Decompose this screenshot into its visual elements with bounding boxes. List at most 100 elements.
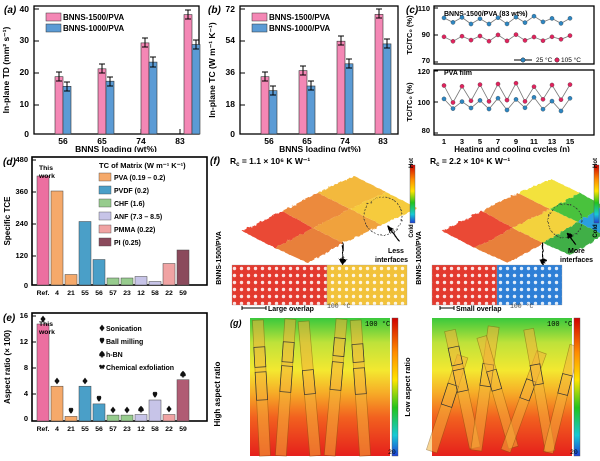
svg-text:Chemical exfoliation: Chemical exfoliation [106, 365, 174, 372]
svg-text:56: 56 [95, 290, 103, 297]
svg-text:In-plane TD (mm² s⁻¹): In-plane TD (mm² s⁻¹) [2, 27, 11, 114]
svg-text:23: 23 [123, 290, 131, 297]
svg-text:57: 57 [109, 426, 117, 433]
svg-text:83: 83 [175, 136, 185, 146]
svg-text:0: 0 [24, 129, 29, 139]
svg-text:TC/TC₀ (%): TC/TC₀ (%) [405, 15, 414, 55]
svg-text:8: 8 [24, 363, 28, 372]
svg-text:100 °C: 100 °C [510, 302, 534, 310]
svg-text:100 °C: 100 °C [365, 320, 390, 329]
svg-text:TC of Matrix (W m⁻¹ K⁻¹): TC of Matrix (W m⁻¹ K⁻¹) [99, 161, 186, 170]
svg-text:Ref.: Ref. [37, 290, 50, 297]
svg-text:36: 36 [226, 67, 236, 77]
svg-text:BNNS-1500/PVA: BNNS-1500/PVA [216, 231, 223, 285]
svg-text:55: 55 [81, 426, 89, 433]
svg-text:(b): (b) [208, 5, 221, 16]
svg-text:25 °C: 25 °C [536, 56, 553, 64]
svg-text:CHF (1.6): CHF (1.6) [114, 201, 145, 208]
svg-text:58: 58 [151, 426, 159, 433]
svg-text:10: 10 [20, 99, 30, 109]
svg-text:58: 58 [151, 290, 159, 297]
svg-text:20: 20 [388, 449, 396, 456]
svg-text:120: 120 [15, 251, 28, 260]
svg-text:105 °C: 105 °C [561, 56, 581, 64]
svg-text:Sonication: Sonication [106, 326, 142, 333]
svg-text:56: 56 [95, 426, 103, 433]
svg-text:1: 1 [442, 137, 446, 146]
svg-text:(d): (d) [3, 157, 16, 168]
svg-text:PMMA (0.22): PMMA (0.22) [114, 227, 155, 234]
svg-text:240: 240 [15, 219, 28, 228]
svg-text:Ref.: Ref. [37, 426, 50, 433]
svg-text:PI (0.25): PI (0.25) [114, 240, 141, 247]
svg-text:55: 55 [81, 290, 89, 297]
svg-text:PVA film: PVA film [444, 70, 472, 77]
svg-text:22: 22 [165, 290, 173, 297]
svg-text:54: 54 [226, 35, 236, 45]
svg-text:Hot: Hot [593, 158, 599, 168]
svg-text:Rc = 1.1 × 10⁶ K W⁻¹: Rc = 1.1 × 10⁶ K W⁻¹ [230, 156, 310, 168]
svg-text:ANF (7.3 – 8.5): ANF (7.3 – 8.5) [114, 214, 162, 221]
svg-text:57: 57 [109, 290, 117, 297]
svg-text:100 °C: 100 °C [547, 320, 572, 329]
svg-text:PVDF (0.2): PVDF (0.2) [114, 188, 149, 195]
svg-text:work: work [38, 173, 55, 180]
svg-text:interfaces: interfaces [560, 257, 593, 264]
svg-text:90: 90 [422, 30, 430, 39]
svg-text:Low aspect ratio: Low aspect ratio [403, 357, 412, 417]
svg-text:work: work [38, 329, 55, 336]
svg-text:56: 56 [264, 136, 274, 146]
svg-text:80: 80 [422, 126, 430, 135]
svg-text:Ball milling: Ball milling [106, 339, 143, 346]
svg-text:BNNS-1000/PVA: BNNS-1000/PVA [63, 24, 124, 33]
svg-text:TC/TC₀ (%): TC/TC₀ (%) [405, 82, 414, 122]
svg-text:interfaces: interfaces [375, 257, 408, 264]
svg-text:BNNS loading (wt%): BNNS loading (wt%) [279, 144, 361, 152]
svg-text:0: 0 [24, 414, 28, 423]
svg-text:Specific TCE: Specific TCE [3, 196, 12, 246]
svg-text:72: 72 [226, 4, 236, 14]
svg-text:Large overlap: Large overlap [268, 306, 314, 313]
svg-text:This: This [39, 321, 53, 328]
svg-text:59: 59 [179, 290, 187, 297]
svg-text:(e): (e) [3, 313, 16, 324]
svg-text:High aspect ratio: High aspect ratio [213, 361, 222, 426]
svg-text:12: 12 [137, 290, 145, 297]
svg-text:(f): (f) [210, 156, 221, 167]
svg-text:Small overlap: Small overlap [456, 306, 502, 313]
svg-text:21: 21 [67, 290, 75, 297]
svg-text:4: 4 [55, 426, 59, 433]
svg-text:Hot: Hot [409, 158, 415, 168]
svg-text:(a): (a) [4, 5, 17, 16]
svg-text:20: 20 [20, 67, 30, 77]
svg-text:40: 40 [20, 4, 30, 14]
svg-text:BNNS-1500/PVA: BNNS-1500/PVA [63, 13, 124, 22]
svg-text:30: 30 [20, 35, 30, 45]
svg-text:BNNS-1000/PVA: BNNS-1000/PVA [269, 24, 330, 33]
svg-text:Cold: Cold [409, 224, 415, 238]
svg-text:59: 59 [179, 426, 187, 433]
svg-text:12: 12 [20, 337, 28, 346]
svg-text:83: 83 [378, 136, 388, 146]
svg-text:Less: Less [388, 248, 404, 255]
svg-text:0: 0 [230, 129, 235, 139]
svg-text:12: 12 [137, 426, 145, 433]
svg-text:Aspect ratio (× 100): Aspect ratio (× 100) [3, 330, 12, 404]
svg-text:21: 21 [67, 426, 75, 433]
svg-text:h-BN: h-BN [106, 352, 123, 359]
svg-text:0: 0 [24, 281, 28, 290]
svg-text:120: 120 [417, 67, 430, 76]
svg-text:In-plane TC (W m⁻¹ K⁻¹): In-plane TC (W m⁻¹ K⁻¹) [207, 22, 217, 118]
svg-text:Heating and cooling cycles (n): Heating and cooling cycles (n) [454, 145, 570, 152]
svg-text:100: 100 [417, 98, 430, 107]
svg-text:360: 360 [15, 187, 28, 196]
svg-text:This: This [39, 165, 53, 172]
svg-text:BNNS-1500/PVA: BNNS-1500/PVA [269, 13, 330, 22]
svg-text:70: 70 [422, 56, 430, 65]
svg-text:56: 56 [58, 136, 68, 146]
svg-text:More: More [568, 248, 585, 255]
svg-text:110: 110 [418, 4, 430, 13]
svg-text:(g): (g) [230, 318, 242, 328]
svg-text:BNNS-1000/PVA: BNNS-1000/PVA [416, 231, 423, 285]
svg-text:BNNS loading (wt%): BNNS loading (wt%) [75, 144, 157, 152]
